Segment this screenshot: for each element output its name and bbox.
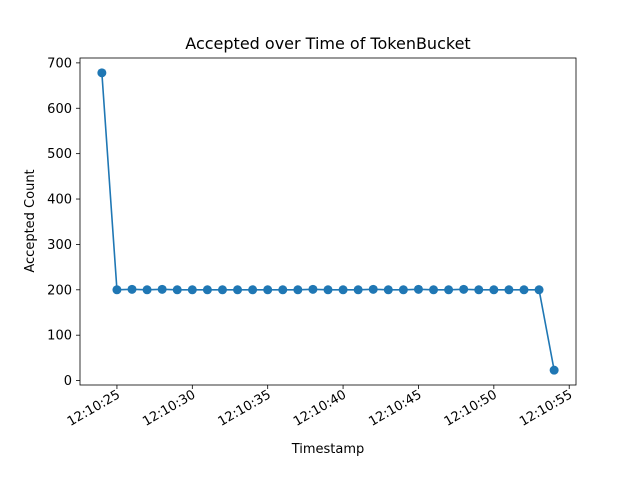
data-point: [474, 285, 484, 295]
data-point: [187, 285, 197, 295]
data-point: [444, 285, 454, 295]
chart-title: Accepted over Time of TokenBucket: [185, 34, 470, 53]
data-point: [383, 285, 393, 295]
data-point: [323, 285, 333, 295]
y-tick-label: 300: [47, 238, 72, 253]
y-tick-label: 100: [47, 329, 72, 344]
y-tick-label: 400: [47, 193, 72, 208]
data-point: [202, 285, 212, 295]
data-point: [459, 284, 469, 294]
data-point: [504, 285, 514, 295]
x-axis-title: Timestamp: [291, 442, 365, 457]
y-tick-label: 200: [47, 283, 72, 298]
data-point: [97, 68, 107, 78]
data-point: [217, 285, 227, 295]
data-point: [127, 284, 137, 294]
data-point: [413, 284, 423, 294]
data-point: [142, 285, 152, 295]
data-point: [308, 284, 318, 294]
data-point: [233, 285, 243, 295]
data-point: [172, 285, 182, 295]
data-point: [398, 285, 408, 295]
y-tick-label: 600: [47, 102, 72, 117]
data-point: [112, 285, 122, 295]
plot-frame: [79, 57, 577, 386]
data-point: [489, 285, 499, 295]
data-point: [534, 285, 544, 295]
y-tick-label: 0: [64, 374, 72, 389]
data-point: [338, 285, 348, 295]
data-point: [519, 285, 529, 295]
data-point: [353, 285, 363, 295]
data-point: [263, 285, 273, 295]
y-tick-label: 500: [47, 147, 72, 162]
data-point: [429, 285, 439, 295]
data-point: [278, 285, 288, 295]
y-axis-title: Accepted Count: [23, 169, 38, 272]
data-point: [549, 365, 559, 375]
data-point: [157, 284, 167, 294]
data-point: [368, 284, 378, 294]
data-point: [248, 285, 258, 295]
data-point: [293, 285, 303, 295]
y-tick-label: 700: [47, 56, 72, 71]
